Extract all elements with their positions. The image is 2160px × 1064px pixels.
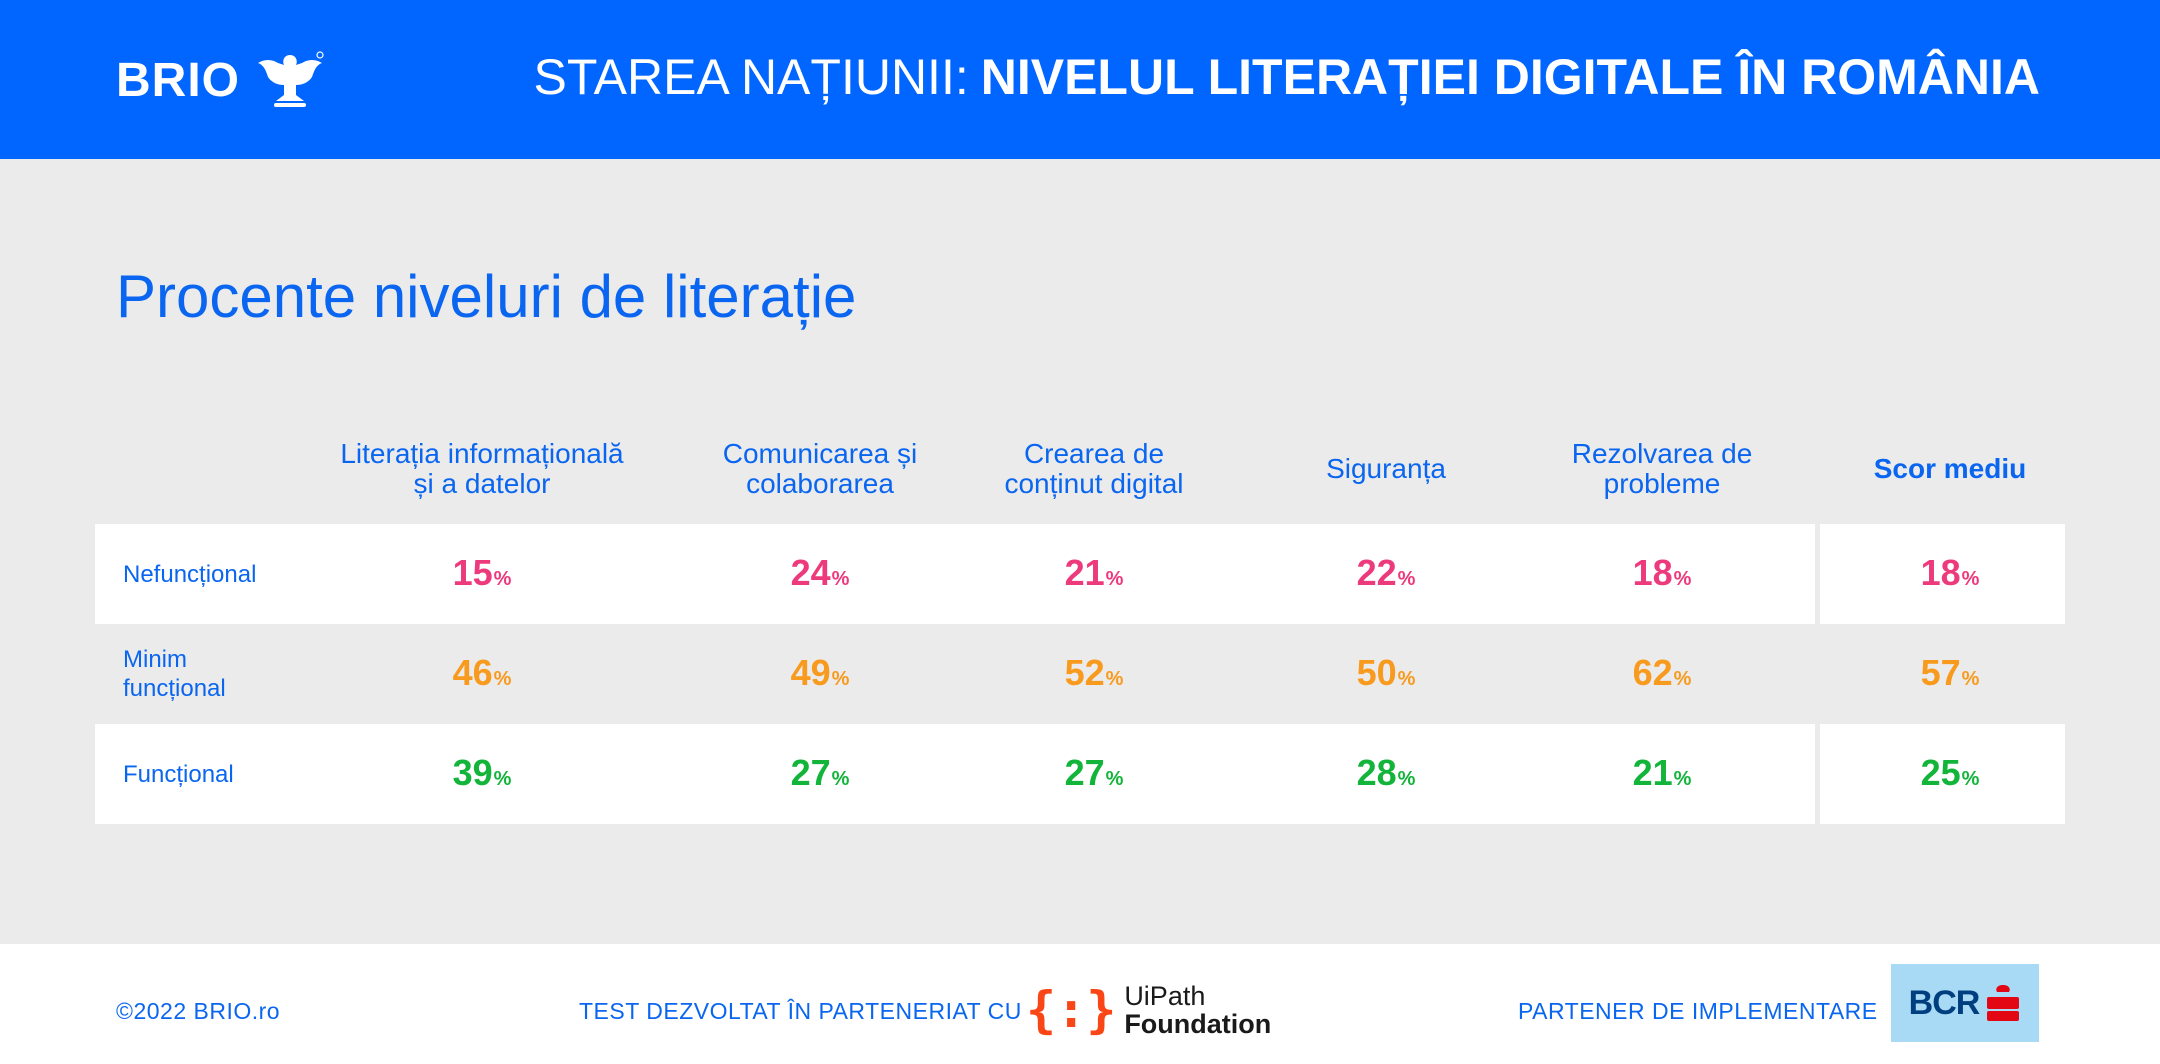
uipath-braces-icon: {:}	[1026, 981, 1117, 1039]
cell-number: 27	[790, 752, 831, 793]
bcr-logo[interactable]: BCR	[1891, 964, 2039, 1042]
table-cell-value: 21%	[1582, 752, 1742, 794]
copyright-text: ©2022 BRIO.ro	[116, 998, 281, 1024]
row-label: Funcțional	[123, 760, 234, 788]
uipath-logo-line1: UiPath	[1124, 981, 1206, 1011]
footer	[0, 944, 2160, 1064]
brand[interactable]: BRIO	[116, 50, 326, 110]
cell-number: 46	[452, 652, 493, 693]
cell-number: 62	[1632, 652, 1673, 693]
row-background-average	[1820, 724, 2065, 824]
header-title: STAREA NAȚIUNII: NIVELUL LITERAȚIEI DIGIT…	[533, 48, 2040, 106]
header-title-main: NIVELUL LITERAȚIEI DIGITALE ÎN ROMÂNIA	[980, 49, 2040, 105]
cell-number: 18	[1632, 552, 1673, 593]
cell-number: 28	[1356, 752, 1397, 793]
cell-unit: %	[1105, 668, 1124, 690]
cell-unit: %	[1673, 768, 1692, 790]
row-label: Minim funcțional	[123, 646, 226, 702]
column-header: Siguranța	[1326, 453, 1446, 484]
brand-logo-text: BRIO	[116, 53, 240, 107]
eagle-icon	[254, 51, 326, 109]
table-cell-value: 15%	[402, 552, 562, 594]
cell-number: 21	[1064, 552, 1105, 593]
cell-unit: %	[1397, 568, 1416, 590]
table-cell-value: 21%	[1014, 552, 1174, 594]
implementation-label: PARTENER DE IMPLEMENTARE	[1518, 998, 1878, 1024]
cell-unit: %	[1673, 668, 1692, 690]
table-cell-value: 27%	[740, 752, 900, 794]
bcr-logo-text: BCR	[1908, 983, 1981, 1022]
table-cell-value: 18%	[1582, 552, 1742, 594]
header-title-prefix: STAREA NAȚIUNII:	[533, 49, 969, 105]
row-background	[95, 524, 1815, 624]
uipath-foundation-logo[interactable]: {:} UiPath Foundation	[1026, 982, 1271, 1038]
row-background-average	[1820, 524, 2065, 624]
cell-number: 18	[1920, 552, 1961, 593]
cell-unit: %	[1397, 768, 1416, 790]
cell-unit: %	[831, 568, 850, 590]
cell-number: 39	[452, 752, 493, 793]
cell-number: 27	[1064, 752, 1105, 793]
bcr-s-icon	[1987, 985, 2020, 1021]
cell-unit: %	[1673, 568, 1692, 590]
cell-unit: %	[831, 768, 850, 790]
cell-number: 22	[1356, 552, 1397, 593]
cell-unit: %	[1961, 568, 1980, 590]
cell-unit: %	[1961, 668, 1980, 690]
table-cell-value: 39%	[402, 752, 562, 794]
table-cell-value: 52%	[1014, 652, 1174, 694]
table-cell-value: 46%	[402, 652, 562, 694]
cell-unit: %	[1397, 668, 1416, 690]
cell-number: 21	[1632, 752, 1673, 793]
table-cell-value: 50%	[1306, 652, 1466, 694]
partner-label: TEST DEZVOLTAT ÎN PARTENERIAT CU	[579, 998, 1022, 1024]
header-bar: BRIO STAREA NAȚIUNII: NIVELUL LITERAȚIEI …	[0, 0, 2160, 159]
table-cell-value: 22%	[1306, 552, 1466, 594]
cell-number: 52	[1064, 652, 1105, 693]
cell-unit: %	[1961, 768, 1980, 790]
row-background	[95, 724, 1815, 824]
table-cell-value: 28%	[1306, 752, 1466, 794]
cell-unit: %	[1105, 768, 1124, 790]
cell-number: 57	[1920, 652, 1961, 693]
section-title: Procente niveluri de literație	[116, 263, 857, 330]
column-header: Literația informațională și a datelor	[340, 438, 624, 499]
column-header: Rezolvarea de probleme	[1571, 438, 1753, 499]
cell-number: 24	[790, 552, 831, 593]
table-cell-value: 25%	[1870, 752, 2030, 794]
table-cell-value: 24%	[740, 552, 900, 594]
cell-unit: %	[493, 568, 512, 590]
cell-unit: %	[1105, 568, 1124, 590]
cell-unit: %	[493, 768, 512, 790]
cell-number: 25	[1920, 752, 1961, 793]
row-label: Nefuncțional	[123, 560, 257, 588]
column-header: Comunicarea și colaborarea	[722, 438, 918, 499]
cell-number: 15	[452, 552, 493, 593]
table-cell-value: 62%	[1582, 652, 1742, 694]
uipath-logo-line2: Foundation	[1124, 1009, 1272, 1039]
table-cell-value: 57%	[1870, 652, 2030, 694]
table-cell-value: 18%	[1870, 552, 2030, 594]
table-cell-value: 49%	[740, 652, 900, 694]
cell-unit: %	[831, 668, 850, 690]
column-header: Crearea de conținut digital	[1004, 438, 1184, 499]
table-cell-value: 27%	[1014, 752, 1174, 794]
cell-unit: %	[493, 668, 512, 690]
column-header: Scor mediu	[1873, 453, 2027, 484]
cell-number: 49	[790, 652, 831, 693]
cell-number: 50	[1356, 652, 1397, 693]
